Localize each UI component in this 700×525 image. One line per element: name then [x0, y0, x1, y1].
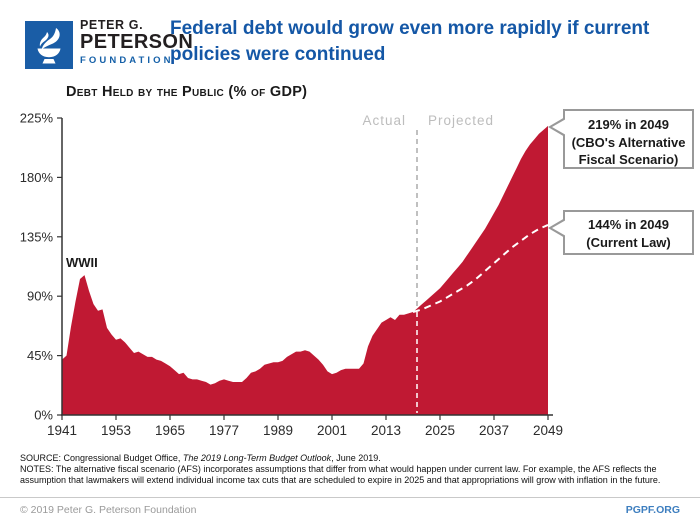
x-tick-label: 1941: [47, 423, 77, 438]
x-tick-label: 2037: [479, 423, 509, 438]
callout-afs-219: 219% in 2049 (CBO's Alternative Fiscal S…: [548, 109, 694, 169]
x-tick-label: 2001: [317, 423, 347, 438]
x-tick-label: 1965: [155, 423, 185, 438]
x-tick-label: 1953: [101, 423, 131, 438]
y-tick-label: 135%: [20, 229, 54, 244]
wwii-label: WWII: [66, 255, 98, 270]
copyright-text: © 2019 Peter G. Peterson Foundation: [20, 504, 197, 516]
callout-afs-line1: 219% in 2049: [588, 117, 669, 132]
logo-line-peter-g: PETER G.: [80, 18, 144, 32]
pgpf-org-link[interactable]: PGPF.ORG: [625, 504, 680, 516]
callout-cl-line2: (Current Law): [586, 234, 671, 250]
chart-subtitle: Debt Held by the Public (% of GDP): [66, 84, 308, 100]
callout-cl-line1: 144% in 2049: [588, 217, 669, 232]
x-tick-label: 2025: [425, 423, 455, 438]
y-tick-label: 180%: [20, 170, 54, 185]
footer-divider: [0, 497, 700, 498]
torch-icon: [25, 21, 73, 69]
current-law-line: [412, 223, 549, 313]
logo-line-peterson: PETERSON: [80, 31, 194, 53]
page-title: Federal debt would grow even more rapidl…: [170, 18, 650, 65]
x-tick-label: 1977: [209, 423, 239, 438]
y-tick-label: 0%: [34, 408, 53, 423]
notes-text: NOTES: The alternative fiscal scenario (…: [20, 464, 661, 485]
y-tick-label: 45%: [27, 348, 53, 363]
source-suffix: , June 2019.: [331, 453, 381, 463]
callout-current-law-144: 144% in 2049 (Current Law): [548, 210, 694, 255]
callout-tail-icon: [552, 119, 566, 135]
x-tick-label: 2049: [533, 423, 563, 438]
x-tick-label: 2013: [371, 423, 401, 438]
callout-afs-line3: Fiscal Scenario): [578, 152, 679, 167]
callout-tail-icon: [552, 220, 566, 236]
pgpf-logo: [25, 21, 73, 69]
y-tick-label: 225%: [20, 111, 54, 126]
y-tick-label: 90%: [27, 289, 53, 304]
source-prefix: SOURCE: Congressional Budget Office,: [20, 453, 183, 463]
callout-afs-line2: (CBO's Alternative: [571, 134, 686, 150]
source-note: SOURCE: Congressional Budget Office, The…: [20, 453, 692, 463]
actual-label: Actual: [362, 113, 406, 128]
logo-wordmark: PETER G. PETERSON FOUNDATION: [80, 18, 194, 67]
projected-label: Projected: [428, 113, 494, 128]
source-report-title: The 2019 Long-Term Budget Outlook: [182, 453, 332, 463]
afs-area: [62, 125, 548, 416]
x-tick-label: 1989: [263, 423, 293, 438]
logo-line-foundation: FOUNDATION: [80, 55, 174, 66]
